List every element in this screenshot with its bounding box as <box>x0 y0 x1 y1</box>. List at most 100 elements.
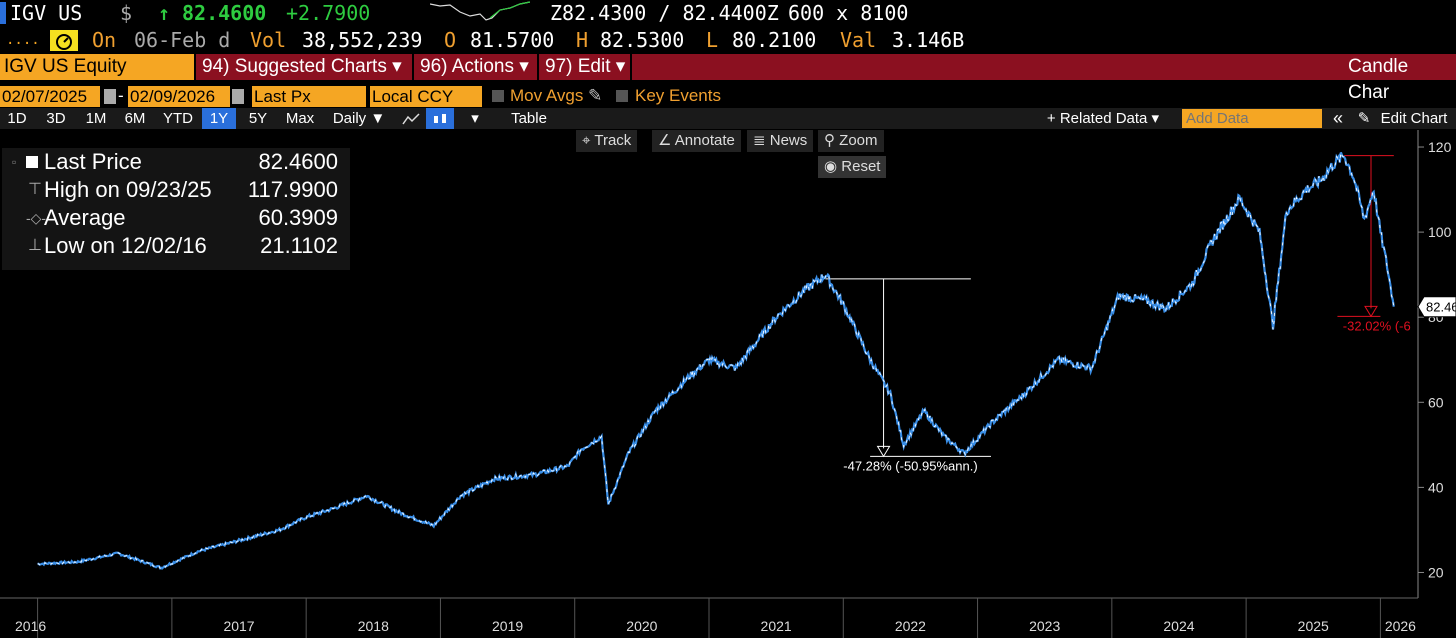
frequency-select[interactable]: Daily ▼ <box>324 108 394 129</box>
quote-date: 06-Feb d <box>134 28 231 52</box>
more-dots[interactable]: .... <box>6 32 40 48</box>
pencil-icon[interactable]: ✎ <box>1354 108 1374 129</box>
divider <box>537 54 539 80</box>
calendar-icon[interactable] <box>232 89 244 104</box>
key-events-checkbox[interactable] <box>616 90 628 102</box>
mov-avgs-label[interactable]: Mov Avgs <box>510 86 584 105</box>
collapse-icon[interactable]: « <box>1326 108 1350 129</box>
table-button[interactable]: Table <box>494 108 564 129</box>
x-tick-label: 2021 <box>761 618 792 634</box>
candle-chart-icon[interactable] <box>426 108 454 129</box>
period-1d[interactable]: 1D <box>0 108 34 129</box>
add-data-input[interactable] <box>1182 109 1322 128</box>
legend-high-value: 117.9900 <box>247 177 338 202</box>
track-button[interactable]: ⌖ Track <box>576 130 638 152</box>
x-tick-label: 2016 <box>15 618 46 634</box>
calendar-icon[interactable] <box>104 89 116 104</box>
annotate-label: Annotate <box>674 132 735 149</box>
suggested-charts-menu[interactable]: 94) Suggested Charts ▾ <box>196 54 408 80</box>
chevron-down-icon: ▾ <box>615 56 626 77</box>
zoom-button[interactable]: ⚲ Zoom <box>818 130 884 152</box>
ticker[interactable]: IGV US <box>10 1 83 25</box>
bid-ask-size: 600 x 8100 <box>788 1 909 25</box>
x-tick-label: 2023 <box>1029 618 1060 634</box>
period-3d[interactable]: 3D <box>38 108 74 129</box>
annotate-button[interactable]: ∠ Annotate <box>652 130 741 152</box>
chevron-down-icon[interactable]: ▾ <box>462 108 488 129</box>
drawdown-arrow <box>1364 305 1378 318</box>
checkbox-icon[interactable]: ▫ <box>12 155 17 169</box>
legend-last-row[interactable]: ▫ Last Price 82.4600 <box>2 148 350 176</box>
suggested-charts-label: 94) Suggested Charts <box>202 56 387 77</box>
security-field[interactable]: IGV US Equity <box>0 54 194 80</box>
legend-low-value: 21.1102 <box>260 233 338 258</box>
news-button[interactable]: ≣ News <box>747 130 814 152</box>
actions-menu[interactable]: 96) Actions ▾ <box>414 54 535 80</box>
x-tick-label: 2022 <box>895 618 926 634</box>
price-chart[interactable]: 20406080100120 2016201720182019202020212… <box>0 130 1456 638</box>
legend-high-row: ⊤ High on 09/23/25 117.9900 <box>2 176 350 204</box>
key-events-label[interactable]: Key Events <box>635 86 721 105</box>
related-data-button[interactable]: + Related Data ▾ <box>1036 108 1170 129</box>
start-date-input[interactable]: 02/07/2025 <box>0 86 100 107</box>
value-traded: 3.146B <box>892 28 965 52</box>
reset-icon: ◉ <box>824 158 838 175</box>
low-label: L <box>706 28 719 52</box>
high-value: 82.5300 <box>600 28 685 52</box>
legend-average-value: 60.3909 <box>258 205 338 230</box>
mov-avgs-checkbox[interactable] <box>492 90 504 102</box>
date-separator: - <box>118 86 124 105</box>
last-price-tag-label: 82.46 <box>1426 300 1456 315</box>
end-date-input[interactable]: 02/09/2026 <box>128 86 230 107</box>
period-1y[interactable]: 1Y <box>202 108 236 129</box>
low-marker-icon: ⊥ <box>28 237 42 254</box>
period-5y[interactable]: 5Y <box>240 108 276 129</box>
currency-symbol: $ <box>120 1 133 25</box>
price-series <box>37 152 1395 570</box>
period-toolbar: 1D 3D 1M 6M YTD 1Y 5Y Max Daily ▼ ▾ Tabl… <box>0 108 1456 129</box>
y-tick-label: 40 <box>1428 479 1444 495</box>
legend-last-label: Last Price <box>44 149 142 174</box>
on-label: On <box>92 28 117 52</box>
line-chart-icon[interactable] <box>398 108 424 129</box>
reset-button[interactable]: ◉ Reset <box>818 156 887 178</box>
period-ytd[interactable]: YTD <box>156 108 200 129</box>
volume-value: 38,552,239 <box>302 28 423 52</box>
square-icon <box>26 156 38 168</box>
x-axis: 2016 2017 2018 2019 2020 2021 2022 2023 2024 2025… <box>0 597 1418 638</box>
y-tick-label: 120 <box>1428 139 1452 155</box>
last-price: 82.4600 <box>182 1 267 25</box>
currency-select[interactable]: Local CCY <box>370 86 482 107</box>
high-marker-icon: ⊤ <box>28 181 42 198</box>
period-1m[interactable]: 1M <box>78 108 114 129</box>
pencil-icon[interactable]: ✎ <box>588 86 603 105</box>
divider <box>412 54 414 80</box>
drawdown-arrow <box>876 445 891 458</box>
ticker-marker <box>0 2 6 24</box>
gauge-icon[interactable] <box>50 30 78 51</box>
x-tick-label: 2019 <box>492 618 523 634</box>
divider <box>630 54 632 80</box>
period-max[interactable]: Max <box>280 108 320 129</box>
edit-chart-button[interactable]: Edit Chart <box>1376 108 1452 129</box>
drawdown-label: -32.02% (-6 <box>1343 318 1411 333</box>
drawdown-annotations: -47.28% (-50.95%ann.) -32.02% (-6 <box>825 155 1411 473</box>
chevron-down-icon: ▾ <box>519 56 529 77</box>
actions-label: 96) Actions <box>420 56 514 77</box>
divider <box>194 54 196 80</box>
field-select[interactable]: Last Px <box>252 86 366 107</box>
bid-ask: Z82.4300 / 82.4400Z <box>550 1 779 25</box>
legend-low-label: Low on 12/02/16 <box>44 233 207 258</box>
open-value: 81.5700 <box>470 28 555 52</box>
edit-menu[interactable]: 97) Edit ▾ <box>539 54 631 80</box>
magnifier-icon: ⚲ <box>824 132 835 149</box>
legend-low-row: ⊥ Low on 12/02/16 21.1102 <box>2 232 350 260</box>
legend-average-label: Average <box>44 205 126 230</box>
drawdown-label: -47.28% (-50.95%ann.) <box>843 458 977 473</box>
period-6m[interactable]: 6M <box>117 108 153 129</box>
stats-line: .... On 06-Feb d Vol 38,552,239 O 81.570… <box>0 27 1456 54</box>
last-price-marker: 82.46 <box>1417 296 1456 318</box>
zoom-label: Zoom <box>839 132 878 149</box>
price-change: +2.7900 <box>286 1 371 25</box>
news-label: News <box>769 132 808 149</box>
